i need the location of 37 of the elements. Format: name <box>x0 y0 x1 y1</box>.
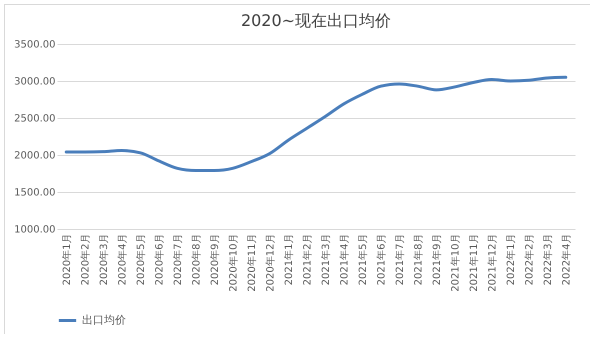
x-tick-label: 2021年2月 <box>301 234 314 286</box>
x-tick-label: 2020年9月 <box>208 234 221 286</box>
x-tick-label: 2021年8月 <box>412 234 424 286</box>
y-tick-label: 3500.00 <box>14 40 56 50</box>
x-tick-label: 2022年1月 <box>504 234 517 286</box>
x-tick-label: 2021年12月 <box>486 234 498 292</box>
x-tick-label: 2020年2月 <box>79 234 92 286</box>
y-tick-label: 2500.00 <box>14 114 56 124</box>
legend-label: 出口均价 <box>82 314 126 326</box>
y-tick-label: 1000.00 <box>14 224 56 236</box>
x-tick-label: 2021年9月 <box>430 234 443 286</box>
x-tick-label: 2020年10月 <box>227 234 240 292</box>
x-tick-label: 2021年5月 <box>356 234 369 286</box>
y-tick-label: 3000.00 <box>14 76 56 88</box>
x-tick-label: 2021年10月 <box>449 234 462 292</box>
x-tick-label: 2020年1月 <box>60 234 73 286</box>
x-tick-label: 2022年3月 <box>542 234 554 286</box>
x-tick-label: 2020年3月 <box>98 234 110 286</box>
x-tick-label: 2020年12月 <box>264 234 276 292</box>
x-tick-label: 2020年8月 <box>190 234 202 286</box>
x-tick-label: 2021年1月 <box>282 234 295 286</box>
line-series <box>64 76 568 172</box>
x-tick-label: 2021年11月 <box>468 234 480 292</box>
x-tick-label: 2020年11月 <box>246 234 258 292</box>
chart-title: 2020~现在出口均价 <box>240 11 392 30</box>
y-tick-label: 1500.00 <box>14 188 56 198</box>
x-tick-label: 2021年4月 <box>338 234 350 286</box>
x-tick-label: 2022年4月 <box>560 234 572 286</box>
x-tick-label: 2020年6月 <box>153 234 166 286</box>
x-tick-label: 2021年6月 <box>375 234 388 286</box>
x-tick-label: 2020年5月 <box>134 234 147 286</box>
x-tick-label: 2021年3月 <box>320 234 332 286</box>
x-tick-label: 2021年7月 <box>394 234 406 286</box>
x-tick-label: 2020年4月 <box>116 234 128 286</box>
x-tick-label: 2022年2月 <box>523 234 536 286</box>
x-tick-label: 2020年7月 <box>172 234 184 286</box>
y-tick-label: 2000.00 <box>14 150 56 162</box>
